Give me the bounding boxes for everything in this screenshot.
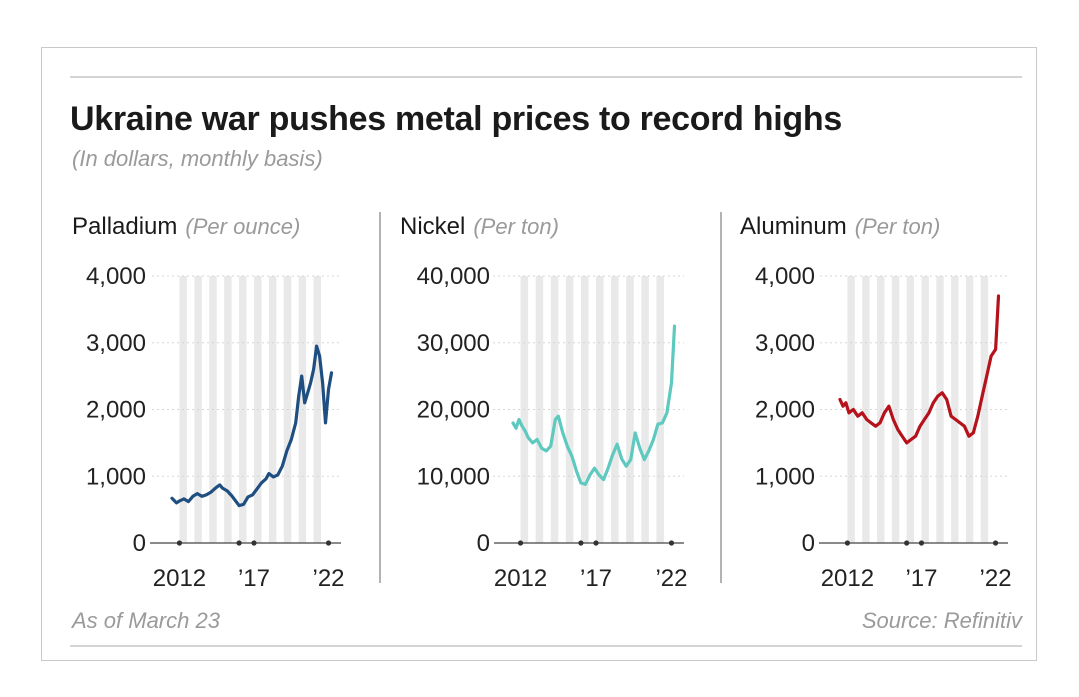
aluminum-title: Aluminum — [740, 213, 847, 240]
aluminum-y-tick-label: 2,000 — [755, 397, 815, 424]
nickel-y-tick-label: 40,000 — [417, 263, 490, 290]
aluminum-band-2021 — [980, 276, 989, 543]
palladium-x-dot — [236, 540, 242, 546]
aluminum-unit: (Per ton) — [855, 214, 941, 239]
aluminum-band-2019 — [951, 276, 959, 543]
chart-subtitle: (In dollars, monthly basis) — [72, 146, 323, 171]
palladium-title: Palladium — [72, 213, 177, 240]
nickel-x-dot — [593, 540, 599, 546]
nickel-x-dot — [517, 540, 524, 546]
palladium-y-tick-label: 2,000 — [86, 397, 146, 424]
nickel-x-tick-label: 2012 — [494, 565, 547, 592]
nickel-x-tick-label: ’22 — [655, 565, 687, 592]
palladium-chart: Palladium (Per ounce) 0 1,000 2,000 3,000 4,00… — [72, 213, 345, 592]
nickel-title: Nickel — [400, 213, 465, 240]
palladium-y-tick-label: 4,000 — [86, 263, 146, 290]
aluminum-x-dot — [918, 540, 925, 546]
aluminum-y-tick-label: 0 — [802, 530, 815, 557]
palladium-x-dot — [251, 540, 257, 546]
palladium-x-dot — [176, 540, 183, 546]
nickel-band-2021 — [656, 276, 664, 543]
nickel-unit: (Per ton) — [473, 214, 559, 239]
nickel-y-tick-label: 30,000 — [417, 330, 490, 357]
nickel-y-tick-label: 10,000 — [417, 463, 490, 490]
nickel-chart: Nickel (Per ton) 0 10,000 20,000 30,000 40,000… — [400, 213, 687, 592]
top-rule — [70, 76, 1022, 78]
aluminum-x-dot — [904, 540, 910, 546]
aluminum-y-tick-label: 4,000 — [755, 263, 815, 290]
aluminum-chart: Aluminum (Per ton) 0 1,000 2,000 3,000 4,000 20… — [740, 213, 1012, 592]
nickel-x-tick-label: ’17 — [580, 565, 612, 592]
palladium-y-tick-label: 1,000 — [86, 463, 146, 490]
bottom-rule — [70, 645, 1022, 647]
aluminum-x-tick-label: ’17 — [905, 565, 937, 592]
palladium-price-line — [170, 344, 334, 508]
nickel-x-dot — [668, 540, 675, 546]
palladium-unit: (Per ounce) — [185, 214, 300, 239]
palladium-x-tick-label: ’17 — [238, 565, 270, 592]
nickel-price-line — [511, 324, 677, 486]
aluminum-x-dot — [844, 540, 851, 546]
aluminum-y-tick-label: 1,000 — [755, 463, 815, 490]
chart-title: Ukraine war pushes metal prices to recor… — [70, 100, 842, 138]
as-of-note: As of March 23 — [72, 608, 220, 633]
aluminum-x-dot — [992, 540, 999, 546]
palladium-x-dot — [325, 540, 332, 546]
aluminum-y-tick-label: 3,000 — [755, 330, 815, 357]
nickel-x-dot — [578, 540, 584, 546]
aluminum-price-line — [838, 294, 1001, 445]
source-note: Source: Refinitiv — [861, 608, 1022, 633]
palladium-y-tick-label: 3,000 — [86, 330, 146, 357]
nickel-y-tick-label: 0 — [477, 530, 490, 557]
palladium-x-tick-label: 2012 — [153, 565, 206, 592]
palladium-y-tick-label: 0 — [133, 530, 146, 557]
nickel-band-2020 — [641, 276, 649, 543]
palladium-x-tick-label: ’22 — [313, 565, 345, 592]
aluminum-x-tick-label: ’22 — [980, 565, 1012, 592]
nickel-y-tick-label: 20,000 — [417, 397, 490, 424]
aluminum-x-tick-label: 2012 — [821, 565, 874, 592]
aluminum-band-2020 — [965, 276, 974, 543]
